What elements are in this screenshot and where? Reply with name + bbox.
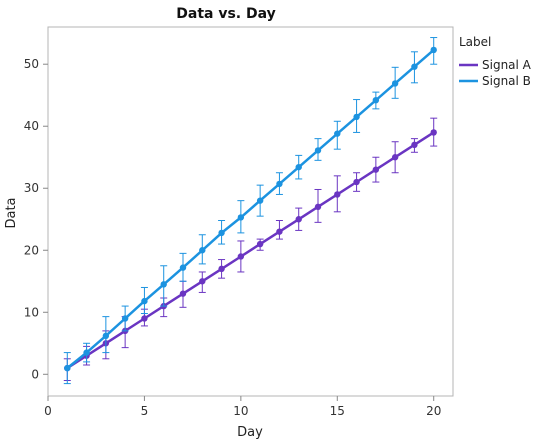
data-point — [411, 63, 418, 70]
data-point — [430, 46, 437, 54]
data-point — [83, 349, 90, 356]
data-point — [411, 141, 418, 149]
data-point — [237, 214, 245, 221]
data-point — [64, 364, 71, 372]
data-point — [372, 166, 380, 173]
data-point — [334, 130, 341, 137]
x-tick-label: 0 — [44, 404, 52, 418]
data-point — [256, 197, 264, 204]
y-tick-label: 40 — [24, 119, 39, 133]
data-point — [276, 228, 283, 235]
x-tick-label: 15 — [330, 404, 345, 418]
series-signal-b — [63, 37, 438, 385]
y-tick-label: 0 — [31, 367, 39, 381]
data-point — [199, 278, 206, 285]
data-point — [179, 290, 187, 297]
data-point — [141, 297, 148, 305]
x-tick-label: 5 — [141, 404, 149, 418]
axes-layer: 0 5 10 15 20 0 10 20 30 40 50 — [24, 57, 442, 418]
data-point — [256, 240, 264, 248]
y-tick-label: 10 — [24, 305, 39, 319]
y-tick-label: 50 — [24, 57, 39, 71]
data-point — [391, 154, 399, 161]
x-axis-title: Day — [237, 425, 263, 440]
data-point — [334, 191, 341, 198]
data-point — [295, 163, 302, 171]
y-tick-label: 30 — [24, 181, 39, 195]
data-point — [430, 129, 437, 136]
data-point — [237, 253, 245, 260]
series-line-signal-a — [66, 131, 435, 370]
data-layer — [63, 37, 438, 385]
plot-frame — [47, 26, 454, 397]
legend-label-signal-a: Signal A — [482, 58, 532, 72]
data-point — [218, 265, 225, 273]
data-point — [353, 178, 360, 186]
x-tick-label: 10 — [233, 404, 248, 418]
data-point — [160, 281, 167, 288]
data-point — [121, 315, 129, 322]
data-point — [314, 147, 322, 154]
series-line-signal-b — [66, 48, 435, 370]
x-tick-label: 20 — [426, 404, 441, 418]
data-point — [372, 96, 380, 104]
data-point — [141, 315, 148, 322]
data-point — [199, 247, 206, 254]
data-point — [314, 203, 322, 211]
data-point — [179, 264, 187, 271]
data-point — [353, 113, 360, 121]
y-axis-title: Data — [4, 197, 19, 228]
legend-label-signal-b: Signal B — [482, 74, 531, 88]
data-point — [276, 180, 283, 188]
chart-title: Data vs. Day — [176, 6, 276, 22]
data-point — [102, 332, 110, 340]
data-point — [391, 80, 399, 87]
y-tick-label: 20 — [24, 243, 39, 257]
data-point — [218, 229, 225, 237]
legend-title: Label — [459, 35, 491, 49]
data-point — [295, 216, 302, 223]
legend: Label Signal A Signal B — [459, 35, 532, 88]
